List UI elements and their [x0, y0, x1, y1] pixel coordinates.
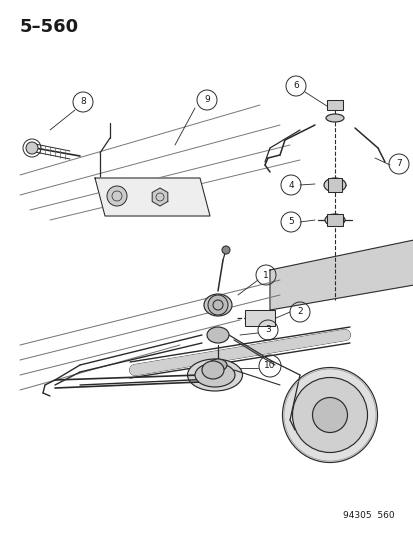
Ellipse shape	[292, 377, 367, 453]
Text: 3: 3	[264, 326, 270, 335]
Text: 1: 1	[263, 271, 268, 279]
Text: 10: 10	[263, 361, 275, 370]
Ellipse shape	[204, 294, 231, 316]
Ellipse shape	[206, 327, 228, 343]
Bar	[326, 214, 342, 226]
Ellipse shape	[325, 114, 343, 122]
Ellipse shape	[324, 214, 344, 226]
Text: 5: 5	[287, 217, 293, 227]
Text: 94305  560: 94305 560	[342, 511, 394, 520]
Bar	[326, 100, 342, 110]
Circle shape	[221, 246, 230, 254]
Ellipse shape	[195, 363, 235, 387]
Text: 7: 7	[395, 159, 401, 168]
Circle shape	[207, 295, 228, 315]
Polygon shape	[95, 178, 209, 216]
Ellipse shape	[187, 359, 242, 391]
Polygon shape	[269, 240, 413, 310]
Text: 9: 9	[204, 95, 209, 104]
Text: 6: 6	[292, 82, 298, 91]
Ellipse shape	[323, 178, 345, 192]
Circle shape	[26, 142, 38, 154]
Ellipse shape	[202, 361, 223, 379]
Bar	[244, 310, 274, 326]
Text: 4: 4	[287, 181, 293, 190]
Ellipse shape	[209, 359, 226, 371]
Text: 5–560: 5–560	[20, 18, 79, 36]
Ellipse shape	[282, 367, 377, 463]
Ellipse shape	[312, 398, 347, 432]
Bar	[327, 178, 341, 192]
Text: 2: 2	[297, 308, 302, 317]
Polygon shape	[152, 188, 167, 206]
Text: 8: 8	[80, 98, 85, 107]
Circle shape	[107, 186, 127, 206]
